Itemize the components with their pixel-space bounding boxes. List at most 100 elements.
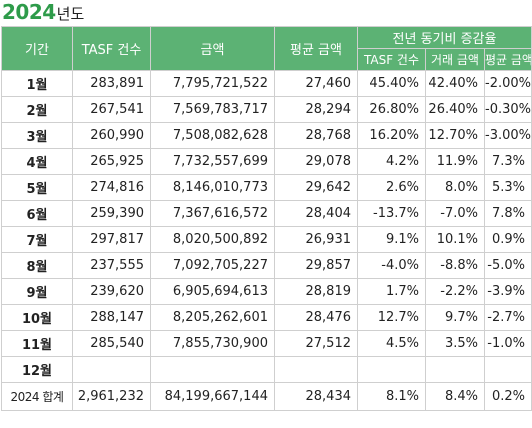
month-cell: 2월 [1,96,73,123]
count-cell: 288,147 [72,304,151,331]
header-avg-amount: 평균 금액 [274,26,358,71]
yoy-count-cell: 4.2% [357,148,426,175]
month-cell: 2024 합계 [1,382,73,411]
amount-cell: 7,092,705,227 [150,252,275,279]
month-cell: 12월 [1,356,73,383]
page-title: 2024년도 [2,0,84,24]
yoy-avg-cell: 0.9% [484,226,532,253]
avg-cell: 29,078 [274,148,358,175]
count-cell: 237,555 [72,252,151,279]
month-cell: 5월 [1,174,73,201]
yoy-count-cell: 2.6% [357,174,426,201]
yoy-avg-cell: -1.0% [484,330,532,357]
yoy-count-cell [357,356,426,383]
yoy-avg-cell: -3.00% [484,122,532,149]
avg-cell: 29,857 [274,252,358,279]
month-cell: 8월 [1,252,73,279]
avg-cell: 29,642 [274,174,358,201]
total-row: 2024 합계 2,961,232 84,199,667,144 28,434 8.1%… [1,382,532,411]
count-cell [72,356,151,383]
month-cell: 10월 [1,304,73,331]
table-row: 9월 239,620 6,905,694,613 28,819 1.7% -2.2% -3.… [1,278,532,305]
yoy-avg-cell: 5.3% [484,174,532,201]
amount-cell: 8,205,262,601 [150,304,275,331]
amount-cell: 84,199,667,144 [150,382,275,411]
amount-cell: 8,020,500,892 [150,226,275,253]
table-row: 7월 297,817 8,020,500,892 26,931 9.1% 10.1% 0.9… [1,226,532,253]
count-cell: 297,817 [72,226,151,253]
count-cell: 260,990 [72,122,151,149]
count-cell: 274,816 [72,174,151,201]
month-cell: 7월 [1,226,73,253]
month-cell: 6월 [1,200,73,227]
month-cell: 1월 [1,70,73,97]
yoy-count-cell: 8.1% [357,382,426,411]
yoy-trade-cell: 12.70% [425,122,485,149]
yoy-avg-cell: -3.9% [484,278,532,305]
yoy-trade-cell: 8.4% [425,382,485,411]
yoy-trade-cell: -7.0% [425,200,485,227]
count-cell: 267,541 [72,96,151,123]
amount-cell: 7,732,557,699 [150,148,275,175]
count-cell: 259,390 [72,200,151,227]
yoy-count-cell: 16.20% [357,122,426,149]
header-yoy-trade: 거래 금액 [425,48,485,71]
yoy-avg-cell [484,356,532,383]
table-header: 기간 TASF 건수 금액 평균 금액 전년 동기비 증감율 TASF 건수 거… [1,26,532,71]
count-cell: 239,620 [72,278,151,305]
yoy-count-cell: -4.0% [357,252,426,279]
amount-cell: 7,367,616,572 [150,200,275,227]
title-year: 2024 [2,0,56,24]
yoy-avg-cell: -2.00% [484,70,532,97]
table-row: 12월 [1,356,532,383]
header-yoy-avg: 평균 금액 [484,48,532,71]
yoy-trade-cell: 11.9% [425,148,485,175]
yoy-trade-cell: 10.1% [425,226,485,253]
yoy-count-cell: 4.5% [357,330,426,357]
yoy-trade-cell: -8.8% [425,252,485,279]
header-tasf-count: TASF 건수 [72,26,151,71]
yoy-trade-cell: 3.5% [425,330,485,357]
yoy-trade-cell: 42.40% [425,70,485,97]
header-amount: 금액 [150,26,275,71]
yoy-count-cell: 26.80% [357,96,426,123]
amount-cell: 7,508,082,628 [150,122,275,149]
avg-cell: 28,294 [274,96,358,123]
title-suffix: 년도 [56,5,85,23]
table-row: 8월 237,555 7,092,705,227 29,857 -4.0% -8.8% -5… [1,252,532,279]
amount-cell [150,356,275,383]
table-body: 1월 283,891 7,795,721,522 27,460 45.40% 42.40%… [1,70,532,411]
amount-cell: 6,905,694,613 [150,278,275,305]
table-row: 6월 259,390 7,367,616,572 28,404 -13.7% -7.0% 7… [1,200,532,227]
count-cell: 283,891 [72,70,151,97]
count-cell: 285,540 [72,330,151,357]
yoy-count-cell: 9.1% [357,226,426,253]
month-cell: 9월 [1,278,73,305]
month-cell: 3월 [1,122,73,149]
amount-cell: 7,855,730,900 [150,330,275,357]
month-cell: 11월 [1,330,73,357]
table-row: 1월 283,891 7,795,721,522 27,460 45.40% 42.40%… [1,70,532,97]
avg-cell: 28,768 [274,122,358,149]
table-row: 5월 274,816 8,146,010,773 29,642 2.6% 8.0% 5.3% [1,174,532,201]
yoy-count-cell: -13.7% [357,200,426,227]
amount-cell: 7,795,721,522 [150,70,275,97]
yoy-avg-cell: 0.2% [484,382,532,411]
yoy-avg-cell: -2.7% [484,304,532,331]
yoy-count-cell: 45.40% [357,70,426,97]
yoy-trade-cell: 8.0% [425,174,485,201]
count-cell: 265,925 [72,148,151,175]
yoy-trade-cell [425,356,485,383]
amount-cell: 7,569,783,717 [150,96,275,123]
yoy-count-cell: 12.7% [357,304,426,331]
table-row: 11월 285,540 7,855,730,900 27,512 4.5% 3.5% -1.… [1,330,532,357]
yoy-trade-cell: -2.2% [425,278,485,305]
avg-cell [274,356,358,383]
amount-cell: 8,146,010,773 [150,174,275,201]
avg-cell: 28,404 [274,200,358,227]
table-row: 10월 288,147 8,205,262,601 28,476 12.7% 9.7% -2… [1,304,532,331]
yoy-trade-cell: 26.40% [425,96,485,123]
avg-cell: 27,512 [274,330,358,357]
yoy-avg-cell: -5.0% [484,252,532,279]
yoy-avg-cell: 7.3% [484,148,532,175]
